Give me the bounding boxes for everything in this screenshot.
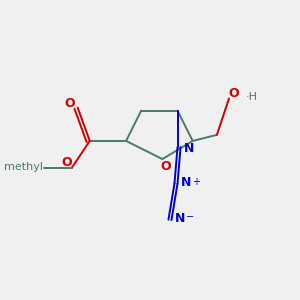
Text: N: N	[184, 142, 194, 155]
Text: methyl: methyl	[4, 162, 43, 172]
Text: O: O	[62, 156, 72, 169]
Text: +: +	[192, 177, 200, 187]
Text: O: O	[228, 87, 239, 100]
Text: N: N	[181, 176, 191, 189]
Text: −: −	[186, 212, 194, 222]
Text: N: N	[175, 212, 185, 225]
Text: O: O	[160, 160, 171, 173]
Text: O: O	[65, 97, 75, 110]
Text: ·H: ·H	[246, 92, 258, 102]
